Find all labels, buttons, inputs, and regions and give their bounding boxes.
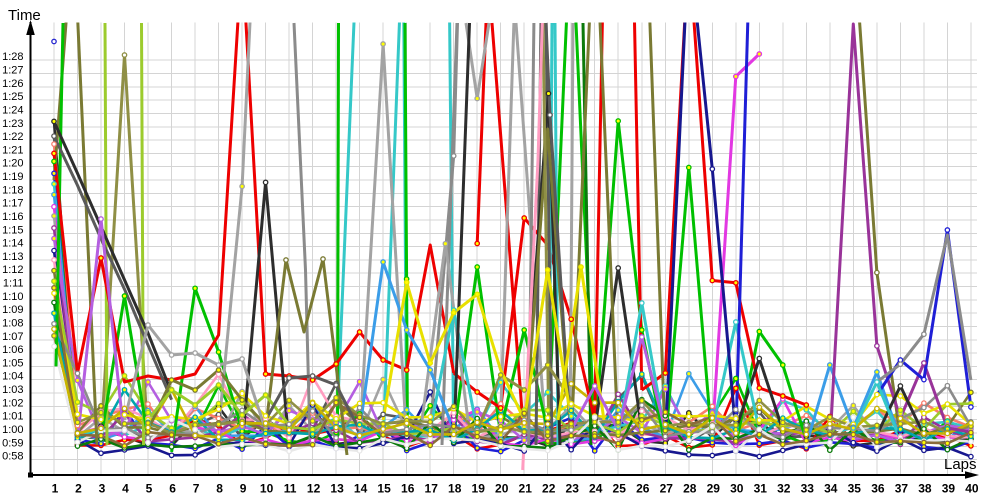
svg-text:29: 29 — [707, 482, 721, 496]
svg-text:1:17: 1:17 — [2, 198, 23, 210]
svg-text:4: 4 — [122, 482, 129, 496]
svg-text:Laps: Laps — [944, 456, 977, 473]
svg-text:1:26: 1:26 — [2, 78, 23, 90]
svg-text:31: 31 — [754, 482, 768, 496]
svg-text:33: 33 — [801, 482, 815, 496]
svg-text:10: 10 — [260, 482, 274, 496]
svg-text:3: 3 — [99, 482, 106, 496]
svg-text:5: 5 — [146, 482, 153, 496]
svg-text:8: 8 — [216, 482, 223, 496]
svg-text:1:13: 1:13 — [2, 251, 23, 263]
svg-text:18: 18 — [448, 482, 462, 496]
svg-text:37: 37 — [895, 482, 909, 496]
svg-text:1:20: 1:20 — [2, 158, 23, 170]
svg-text:Time: Time — [8, 7, 41, 24]
svg-text:35: 35 — [848, 482, 862, 496]
svg-text:34: 34 — [824, 482, 838, 496]
svg-text:24: 24 — [589, 482, 603, 496]
svg-text:25: 25 — [613, 482, 627, 496]
svg-text:1:28: 1:28 — [2, 51, 23, 63]
svg-text:1:06: 1:06 — [2, 344, 23, 356]
svg-text:11: 11 — [284, 482, 297, 496]
svg-text:1:18: 1:18 — [2, 184, 23, 196]
svg-text:1:12: 1:12 — [2, 264, 23, 276]
svg-text:6: 6 — [169, 482, 176, 496]
svg-text:14: 14 — [354, 482, 368, 496]
svg-text:1:24: 1:24 — [2, 105, 23, 117]
svg-text:1:27: 1:27 — [2, 65, 23, 77]
svg-text:0:58: 0:58 — [2, 451, 23, 463]
svg-text:1:11: 1:11 — [3, 278, 24, 290]
svg-text:1:19: 1:19 — [2, 171, 23, 183]
svg-text:17: 17 — [425, 482, 439, 496]
svg-text:2: 2 — [75, 482, 82, 496]
svg-text:1: 1 — [52, 482, 59, 496]
svg-text:22: 22 — [542, 482, 556, 496]
svg-text:1:25: 1:25 — [2, 91, 23, 103]
svg-text:28: 28 — [683, 482, 697, 496]
svg-text:27: 27 — [660, 482, 674, 496]
svg-text:0:59: 0:59 — [2, 437, 23, 449]
svg-text:40: 40 — [965, 482, 979, 496]
svg-text:1:04: 1:04 — [2, 371, 23, 383]
svg-text:1:23: 1:23 — [2, 118, 23, 130]
svg-text:7: 7 — [193, 482, 200, 496]
svg-text:1:01: 1:01 — [2, 411, 23, 423]
svg-text:1:21: 1:21 — [2, 144, 23, 156]
svg-text:1:00: 1:00 — [2, 424, 23, 436]
svg-text:39: 39 — [942, 482, 956, 496]
svg-text:38: 38 — [918, 482, 932, 496]
svg-text:1:07: 1:07 — [2, 331, 23, 343]
svg-text:20: 20 — [495, 482, 509, 496]
svg-text:1:14: 1:14 — [2, 238, 23, 250]
svg-text:15: 15 — [377, 482, 391, 496]
svg-text:9: 9 — [240, 482, 247, 496]
svg-text:1:22: 1:22 — [2, 131, 23, 143]
svg-text:1:05: 1:05 — [2, 357, 23, 369]
svg-text:1:02: 1:02 — [2, 397, 23, 409]
svg-text:1:10: 1:10 — [2, 291, 23, 303]
svg-text:26: 26 — [636, 482, 650, 496]
svg-text:36: 36 — [871, 482, 885, 496]
svg-text:1:09: 1:09 — [2, 304, 23, 316]
svg-text:1:08: 1:08 — [2, 318, 23, 330]
svg-text:13: 13 — [330, 482, 344, 496]
svg-text:23: 23 — [566, 482, 580, 496]
svg-text:1:16: 1:16 — [2, 211, 23, 223]
svg-text:1:15: 1:15 — [2, 224, 23, 236]
svg-text:30: 30 — [730, 482, 744, 496]
svg-text:1:03: 1:03 — [2, 384, 23, 396]
svg-text:16: 16 — [401, 482, 415, 496]
svg-text:19: 19 — [472, 482, 486, 496]
svg-text:32: 32 — [777, 482, 791, 496]
svg-text:12: 12 — [307, 482, 321, 496]
svg-text:21: 21 — [519, 482, 533, 496]
